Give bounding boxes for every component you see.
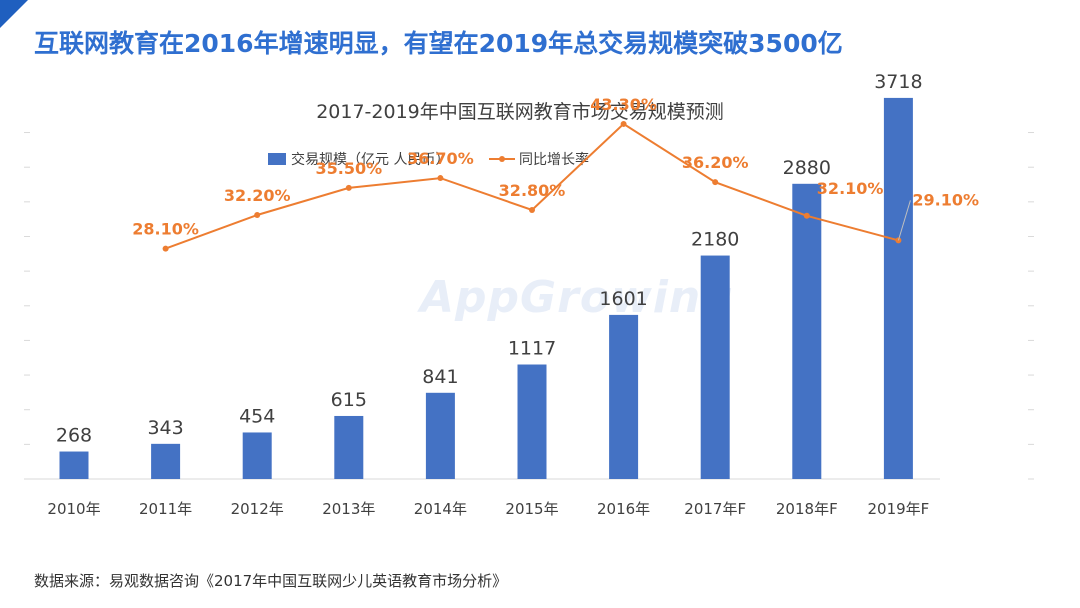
bar-value-label: 2880 (783, 157, 831, 179)
bar (700, 255, 730, 479)
bars (59, 97, 913, 480)
growth-point (345, 184, 352, 191)
growth-point (254, 211, 261, 218)
legend-bar-label: 交易规模（亿元 人民币） (291, 151, 449, 168)
bar (242, 432, 272, 479)
x-tick-label: 2019年F (867, 500, 929, 518)
bar (609, 314, 639, 479)
x-tick-label: 2017年F (684, 500, 746, 518)
bar-value-label: 615 (331, 389, 367, 411)
growth-labels: 28.10% 32.20% 35.50% 36.70% 32.80% 43.30% 36.2… (132, 95, 979, 241)
growth-point (712, 179, 719, 186)
growth-line (162, 120, 902, 252)
growth-value-label: 36.20% (682, 153, 749, 172)
x-tick-label: 2011年 (139, 500, 192, 518)
growth-point (529, 207, 535, 214)
right-axis-ticks (1028, 132, 1034, 480)
bar-value-label: 3718 (874, 71, 922, 93)
x-tick-label: 2013年 (322, 500, 375, 518)
bar (792, 183, 822, 480)
watermark: AppGrowing (420, 272, 734, 323)
growth-label-leader (897, 200, 911, 241)
legend: 交易规模（亿元 人民币） 同比增长率 (268, 151, 589, 168)
growth-point (162, 245, 169, 252)
bar-value-label: 1601 (599, 288, 647, 310)
corner-accent (0, 0, 28, 28)
x-tick-label: 2012年 (231, 500, 284, 518)
bar (425, 392, 455, 479)
bar-value-label: 841 (422, 366, 458, 388)
bar-value-label: 454 (239, 405, 275, 427)
bar-value-label: 2180 (691, 229, 739, 251)
legend-line-label: 同比增长率 (519, 151, 589, 168)
bar (517, 364, 547, 479)
legend-bar-swatch (268, 153, 286, 165)
bar (151, 443, 181, 479)
growth-point (437, 175, 444, 182)
growth-value-label: 36.70% (407, 149, 474, 168)
growth-value-label: 32.10% (817, 179, 884, 198)
x-tick-label: 2018年F (776, 500, 838, 518)
source-note: 数据来源：易观数据咨询《2017年中国互联网少儿英语教育市场分析》 (34, 572, 508, 590)
chart-title: 2017-2019年中国互联网教育市场交易规模预测 (316, 101, 724, 123)
bar-labels: 268 343 454 615 841 1117 1601 2180 2880 3718 (56, 71, 923, 447)
bar (883, 97, 913, 479)
bar (59, 451, 89, 479)
left-axis-ticks (24, 132, 30, 480)
growth-value-label: 32.80% (499, 181, 566, 200)
bar-value-label: 343 (147, 417, 183, 439)
bar (334, 415, 364, 479)
bar-value-label: 268 (56, 425, 92, 447)
x-tick-label: 2015年 (505, 500, 558, 518)
growth-point (620, 120, 627, 127)
x-tick-label: 2014年 (414, 500, 467, 518)
legend-line-marker (499, 156, 505, 162)
x-tick-label: 2010年 (47, 500, 100, 518)
chart: 2017-2019年中国互联网教育市场交易规模预测 交易规模（亿元 人民币） 同… (24, 71, 1034, 518)
growth-value-label: 43.30% (590, 95, 657, 114)
x-axis-labels: 2010年 2011年 2012年 2013年 2014年 2015年 2016年 2017年… (47, 500, 929, 518)
growth-value-label: 35.50% (315, 159, 382, 178)
x-tick-label: 2016年 (597, 500, 650, 518)
bar-value-label: 1117 (508, 338, 556, 360)
page-title: 互联网教育在2016年增速明显，有望在2019年总交易规模突破3500亿 (34, 29, 843, 58)
growth-value-label: 32.20% (224, 186, 291, 205)
growth-value-label: 28.10% (132, 220, 199, 239)
growth-point (803, 212, 810, 219)
growth-value-label: 29.10% (912, 190, 979, 209)
